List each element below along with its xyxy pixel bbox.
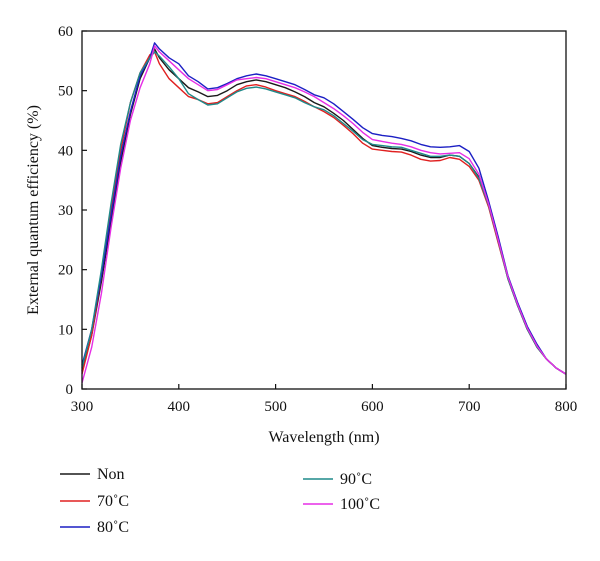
x-tick-label: 300 bbox=[71, 399, 94, 415]
legend-label-3: 90˚C bbox=[340, 471, 372, 488]
y-tick-label: 0 bbox=[66, 382, 74, 398]
y-tick-label: 60 bbox=[58, 24, 73, 40]
y-tick-label: 40 bbox=[58, 143, 73, 159]
y-tick-label: 30 bbox=[58, 203, 73, 219]
legend-label-1: 70˚C bbox=[97, 493, 129, 510]
axis-ticks: 300 400 500 600 700 800 0 10 20 30 40 50 60 bbox=[58, 24, 577, 415]
plot-frame bbox=[81, 30, 567, 390]
x-axis-label: Wavelength (nm) bbox=[268, 429, 379, 446]
series-line-3 bbox=[81, 51, 567, 375]
series-line-4 bbox=[81, 45, 567, 384]
x-tick-label: 800 bbox=[555, 399, 578, 415]
y-tick-label: 20 bbox=[58, 263, 73, 279]
series-line-1 bbox=[81, 51, 567, 375]
y-tick-label: 10 bbox=[58, 322, 73, 338]
x-tick-label: 700 bbox=[458, 399, 481, 415]
x-tick-label: 400 bbox=[168, 399, 191, 415]
legend: Non 70˚C 80˚C 90˚C 100˚C bbox=[60, 466, 380, 536]
legend-label-0: Non bbox=[97, 466, 125, 483]
y-tick-label: 50 bbox=[58, 84, 73, 100]
y-axis-label: External quantum efficiency (%) bbox=[25, 105, 42, 315]
legend-label-2: 80˚C bbox=[97, 519, 129, 536]
legend-label-4: 100˚C bbox=[340, 496, 380, 513]
plot-lines bbox=[81, 42, 567, 384]
x-tick-label: 600 bbox=[361, 399, 384, 415]
x-tick-label: 500 bbox=[264, 399, 287, 415]
series-line-2 bbox=[81, 42, 567, 375]
